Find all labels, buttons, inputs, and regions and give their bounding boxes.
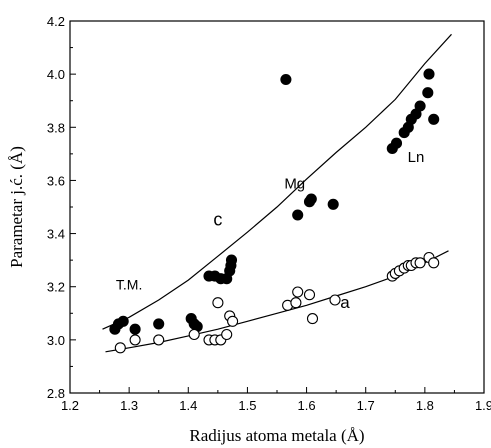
- y-tick-label: 3.2: [47, 280, 65, 295]
- open-data-point: [227, 315, 239, 327]
- x-tick-label: 1.6: [298, 398, 316, 413]
- open-data-point: [153, 334, 165, 346]
- open-data-point: [306, 313, 319, 325]
- filled-data-point: [117, 315, 129, 327]
- open-data-point: [292, 286, 304, 298]
- y-tick-label: 2.8: [47, 386, 65, 401]
- open-data-point: [290, 297, 302, 309]
- filled-data-point: [423, 68, 435, 80]
- x-tick-label: 1.3: [120, 398, 138, 413]
- filled-data-point: [428, 113, 440, 125]
- x-axis: 1.2 1.3 1.4 1.5 1.6 1.7 1.8 1.9: [61, 387, 491, 413]
- open-data-point: [329, 294, 341, 306]
- filled-data-point: [225, 254, 238, 266]
- open-data-point: [114, 342, 126, 354]
- open-data-point: [303, 289, 316, 301]
- annotation-label: Ln: [408, 149, 425, 166]
- filled-data-point: [153, 318, 165, 330]
- y-tick-label: 4.0: [47, 67, 65, 82]
- open-data-point: [221, 328, 233, 341]
- annotation-label: a: [340, 293, 350, 312]
- open-data-point: [428, 257, 440, 269]
- open-data-point: [188, 328, 200, 341]
- y-tick-label: 3.0: [47, 333, 65, 348]
- filled-data-point: [414, 100, 426, 112]
- open-data-point: [212, 297, 224, 309]
- filled-data-point: [280, 73, 292, 86]
- open-data-point: [129, 334, 141, 346]
- annotations: T.M. c Mg Ln a: [116, 149, 424, 312]
- annotation-label: Mg: [284, 175, 305, 192]
- filled-data-point: [422, 87, 434, 99]
- y-axis: 2.8 3.0 3.2 3.4 3.6 3.8 4.0 4.2: [47, 14, 76, 401]
- filled-data-point: [292, 209, 304, 221]
- x-tick-label: 1.9: [475, 398, 491, 413]
- filled-data-point: [129, 323, 141, 335]
- filled-data-point: [305, 193, 317, 205]
- fit-curves: [102, 33, 452, 353]
- x-tick-label: 1.2: [61, 398, 79, 413]
- x-tick-label: 1.8: [416, 398, 434, 413]
- filled-data-point: [327, 198, 339, 210]
- x-axis-title: Radijus atoma metala (Å): [189, 426, 364, 445]
- filled-data-point: [390, 137, 403, 149]
- y-tick-label: 3.6: [47, 173, 65, 188]
- y-axis-title: Parametar j.ć. (Å): [7, 146, 26, 268]
- y-tick-label: 3.8: [47, 120, 65, 135]
- fit-curve: [102, 33, 452, 330]
- y-tick-label: 3.4: [47, 227, 65, 242]
- data-points: [109, 68, 440, 354]
- annotation-label: T.M.: [116, 276, 142, 292]
- annotation-label: c: [213, 210, 222, 230]
- x-tick-label: 1.4: [179, 398, 197, 413]
- open-data-point: [414, 257, 426, 269]
- y-tick-label: 4.2: [47, 14, 65, 29]
- x-tick-label: 1.5: [238, 398, 256, 413]
- x-tick-label: 1.7: [357, 398, 375, 413]
